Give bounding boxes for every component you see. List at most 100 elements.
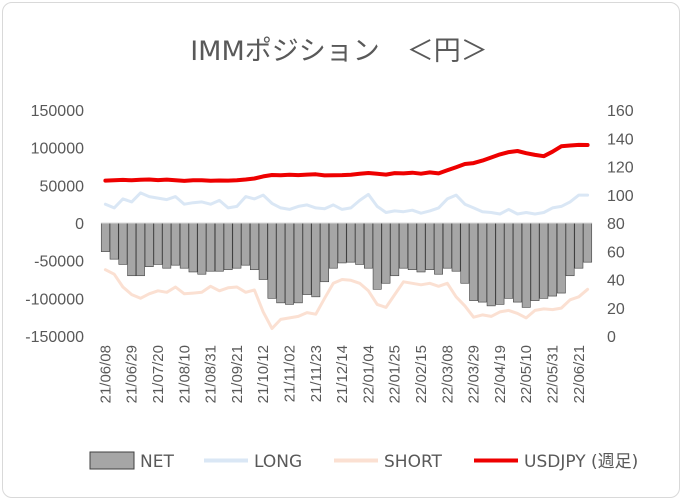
x-tick-label: 21/11/02 (282, 345, 299, 402)
net-bar (293, 222, 303, 304)
net-bar (197, 222, 207, 275)
net-bar (434, 222, 443, 275)
legend-label-net: NET (140, 452, 174, 472)
net-bar (556, 222, 566, 294)
y-right-tick-label: 60 (607, 244, 625, 261)
y-left-tick-label: 100000 (31, 141, 84, 158)
net-bar (399, 222, 408, 269)
legend-swatch-net (89, 451, 135, 470)
x-tick-label: 22/02/15 (413, 345, 430, 403)
net-bar (171, 222, 180, 266)
y-left-tick-label: -100000 (25, 291, 84, 308)
legend: NET LONG SHORT USDJPY (週足) (89, 451, 638, 472)
net-bar (355, 222, 365, 265)
net-bar (258, 222, 268, 280)
x-tick-label: 22/05/10 (518, 345, 535, 403)
net-bar (127, 222, 137, 277)
net-bar (381, 222, 391, 284)
net-bar (363, 222, 373, 269)
x-tick-label: 22/04/19 (492, 345, 509, 403)
x-tick-label: 21/07/20 (150, 345, 167, 403)
net-bar (416, 222, 426, 273)
net-bar (302, 222, 312, 295)
net-bar (241, 222, 251, 266)
net-bar (267, 222, 277, 299)
net-bar (144, 222, 154, 267)
net-bar (162, 222, 172, 269)
net-bar (530, 222, 540, 301)
legend-label-short: SHORT (384, 452, 443, 472)
net-bar (469, 222, 479, 301)
legend-label-usdjpy: USDJPY (週足) (524, 452, 638, 472)
net-bar (539, 222, 549, 299)
y-right-tick-label: 80 (607, 216, 625, 233)
short-line (103, 268, 590, 330)
net-bar (206, 222, 216, 272)
net-bar (460, 222, 470, 284)
y-left-tick-label: 50000 (40, 178, 85, 195)
net-bar (425, 222, 435, 271)
legend-label-long: LONG (254, 452, 302, 472)
net-bar (442, 222, 452, 269)
x-tick-label: 22/03/29 (466, 345, 483, 403)
x-tick-label: 22/05/31 (545, 345, 562, 403)
net-bars (100, 222, 593, 308)
x-tick-label: 21/11/23 (308, 345, 325, 402)
y-right-tick-label: 40 (607, 273, 625, 290)
series-lines (103, 142, 590, 330)
x-tick-label: 21/12/14 (334, 345, 351, 403)
x-tick-label: 22/06/21 (571, 345, 588, 403)
net-bar (495, 222, 505, 305)
net-bar (223, 222, 233, 271)
x-tick-label: 21/10/12 (255, 345, 272, 403)
net-bar (320, 222, 330, 283)
net-bar (486, 222, 496, 307)
x-tick-label: 21/09/21 (229, 345, 246, 403)
net-bar (565, 222, 575, 277)
net-bar (136, 222, 145, 277)
y-left-tick-label: -50000 (34, 254, 84, 271)
net-bar (407, 222, 417, 271)
net-bar (548, 222, 557, 297)
chart-title: IMMポジション ＜円＞ (190, 36, 488, 67)
net-bar (311, 222, 321, 298)
net-bar (109, 222, 119, 260)
net-bar (328, 222, 338, 269)
x-tick-label: 21/06/08 (97, 345, 114, 403)
long-line (103, 191, 590, 216)
y-right-tick-label: 140 (607, 131, 634, 148)
y-right-tick-label: 20 (607, 301, 625, 318)
x-tick-label: 22/01/25 (387, 345, 404, 403)
y-right-tick-label: 100 (607, 188, 634, 205)
y-right-tick-label: 120 (607, 160, 634, 177)
y-right-tick-label: 160 (607, 103, 634, 120)
y-left-tick-label: 0 (75, 216, 84, 233)
y-right-axis: 160 140 120 100 80 60 40 20 0 (607, 103, 634, 346)
y-left-tick-label: -150000 (25, 329, 84, 346)
net-bar (214, 222, 224, 272)
net-bar (179, 222, 189, 269)
usdjpy-line (103, 142, 590, 183)
x-axis: 21/06/08 21/06/29 21/07/20 21/08/10 21/08/31… (97, 345, 587, 403)
x-tick-label: 21/08/31 (203, 345, 220, 403)
x-tick-label: 21/08/10 (176, 345, 193, 403)
net-bar (504, 222, 514, 299)
net-bar (232, 222, 242, 269)
x-tick-label: 22/01/04 (360, 345, 377, 403)
net-bar (477, 222, 487, 303)
net-bar (285, 222, 294, 305)
net-bar (346, 222, 356, 263)
net-bar (451, 222, 461, 272)
net-bar (583, 222, 593, 263)
y-left-axis: 150000 100000 50000 0 -50000 -100000 -150000 (25, 103, 84, 346)
net-bar (574, 222, 584, 269)
net-bar (153, 222, 163, 265)
net-bar (100, 222, 110, 252)
x-tick-label: 21/06/29 (124, 345, 141, 403)
net-bar (337, 222, 347, 264)
net-bar (188, 222, 198, 273)
net-bar (372, 222, 382, 290)
net-bar (250, 222, 259, 271)
net-bar (276, 222, 286, 304)
